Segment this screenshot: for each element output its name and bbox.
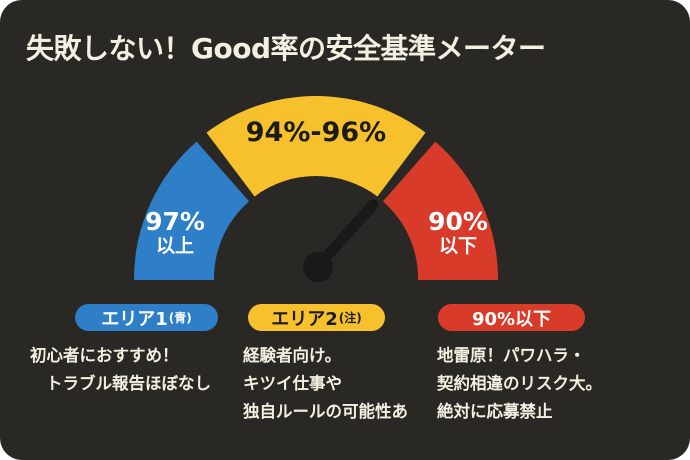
area1-line-2: トラブル報告ほぼなし [46,374,211,393]
area3-badge-label: 90%以下 [471,308,552,330]
area1-badge-note: (青) [168,311,192,325]
area1-description: 初心者におすすめ！ トラブル報告ほぼなし [30,342,211,398]
segment-label-blue: 97% 以上 [140,207,210,258]
area2-badge-note: (注) [338,311,362,325]
segment-red-sub: 以下 [438,235,477,258]
segment-label-red: 90% 以下 [418,207,498,258]
area3-line-1: 地雷原！パワハラ・ [437,346,586,365]
area2-badge-label: エリア2 [271,308,338,330]
segment-blue-value: 97% [145,207,205,236]
page-title: 失敗しない！Good率の安全基準メーター [26,32,546,65]
area1-badge-label: エリア1 [101,308,168,330]
area3-badge: 90%以下 [438,304,585,331]
area2-badge: エリア2 (注) [248,304,385,331]
segment-red-value: 90% [428,207,488,236]
area3-line-3: 絶対に応募禁止 [437,402,553,421]
area2-description: 経験者向け。 キツイ仕事や 独自ルールの可能性あ [243,342,408,426]
area3-description: 地雷原！パワハラ・ 契約相違のリスク大。 絶対に応募禁止 [437,342,602,426]
area3-line-2: 契約相違のリスク大。 [437,374,602,393]
gauge-needle-icon [303,199,379,282]
gauge-segment-red [382,141,499,280]
gauge-segment-blue [133,141,250,280]
segment-label-yellow: 94%-96% [226,117,406,148]
segment-blue-sub: 以上 [155,235,194,258]
gauge-segment-yellow [206,95,426,197]
area2-line-2: キツイ仕事や [243,374,342,393]
segment-yellow-value: 94%-96% [245,117,387,148]
area2-line-3: 独自ルールの可能性あ [243,402,408,421]
area2-line-1: 経験者向け。 [243,346,342,365]
area1-line-1: 初心者におすすめ！ [30,346,179,365]
area1-badge: エリア1 (青) [75,304,218,331]
